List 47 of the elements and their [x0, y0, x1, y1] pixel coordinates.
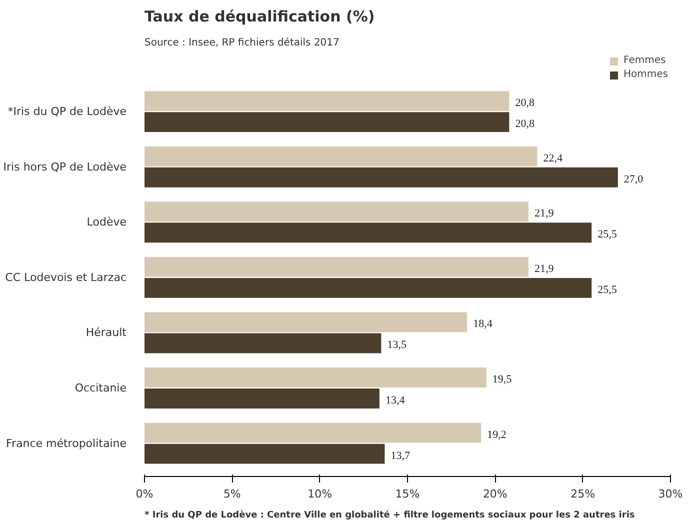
text: * Iris du QP de Lodève : Centre Ville en globalité + filtre logements sociaux pour les 2 autres iris	[144, 510, 635, 520]
data-label: 22,4	[543, 152, 563, 164]
y-tick-label: Hérault	[86, 326, 128, 340]
x-tick-label: 20%	[482, 488, 508, 500]
data-label: 20,8	[515, 118, 535, 130]
x-tick-label: 10%	[308, 488, 332, 500]
x-tick-label: 25%	[570, 488, 596, 500]
bar	[144, 333, 382, 354]
x-tick-label: 30%	[658, 488, 683, 500]
bar	[144, 167, 618, 188]
y-tick-label: Lodève	[86, 216, 127, 229]
data-label: 25,5	[598, 228, 618, 241]
y-tick-label: *Iris du QP de Lodève	[8, 105, 127, 118]
chart-subtitle: Source : Insee, RP fichiers détails 2017	[144, 38, 340, 48]
data-label: 13,4	[385, 394, 406, 407]
bar	[144, 202, 528, 222]
data-label: 19,2	[487, 428, 506, 441]
legend-label: Femmes	[624, 55, 666, 66]
bar	[144, 91, 510, 112]
y-tick-label: France métropolitaine	[6, 436, 127, 450]
x-tick-label: 5%	[223, 488, 241, 500]
data-label: 19,5	[492, 374, 512, 386]
x-tick-label: 0%	[136, 488, 154, 500]
bar	[144, 422, 482, 443]
bar	[144, 388, 380, 409]
data-label: 21,9	[534, 208, 554, 220]
bar	[144, 278, 592, 298]
bar	[144, 444, 385, 464]
data-label: 13,5	[387, 339, 407, 352]
bar	[144, 146, 538, 166]
bar	[144, 256, 528, 277]
data-label: 25,5	[598, 284, 618, 296]
y-tick-label: CC Lodevois et Larzac	[5, 270, 126, 284]
y-tick-label: Iris hors QP de Lodève	[3, 160, 127, 174]
data-label: 21,9	[534, 262, 554, 275]
x-tick-label: 15%	[395, 488, 420, 500]
bar	[144, 222, 592, 243]
bar	[144, 368, 486, 388]
data-label: 18,4	[473, 318, 493, 330]
data-label: 20,8	[515, 97, 535, 110]
y-tick-label: Occitanie	[74, 382, 127, 395]
data-label: 13,7	[390, 450, 410, 462]
bar	[144, 112, 510, 132]
chart-title: Taux de déqualification (%)	[144, 8, 375, 26]
legend-label: Hommes	[624, 69, 668, 80]
data-label: 27,0	[624, 173, 644, 186]
bar	[144, 312, 468, 332]
